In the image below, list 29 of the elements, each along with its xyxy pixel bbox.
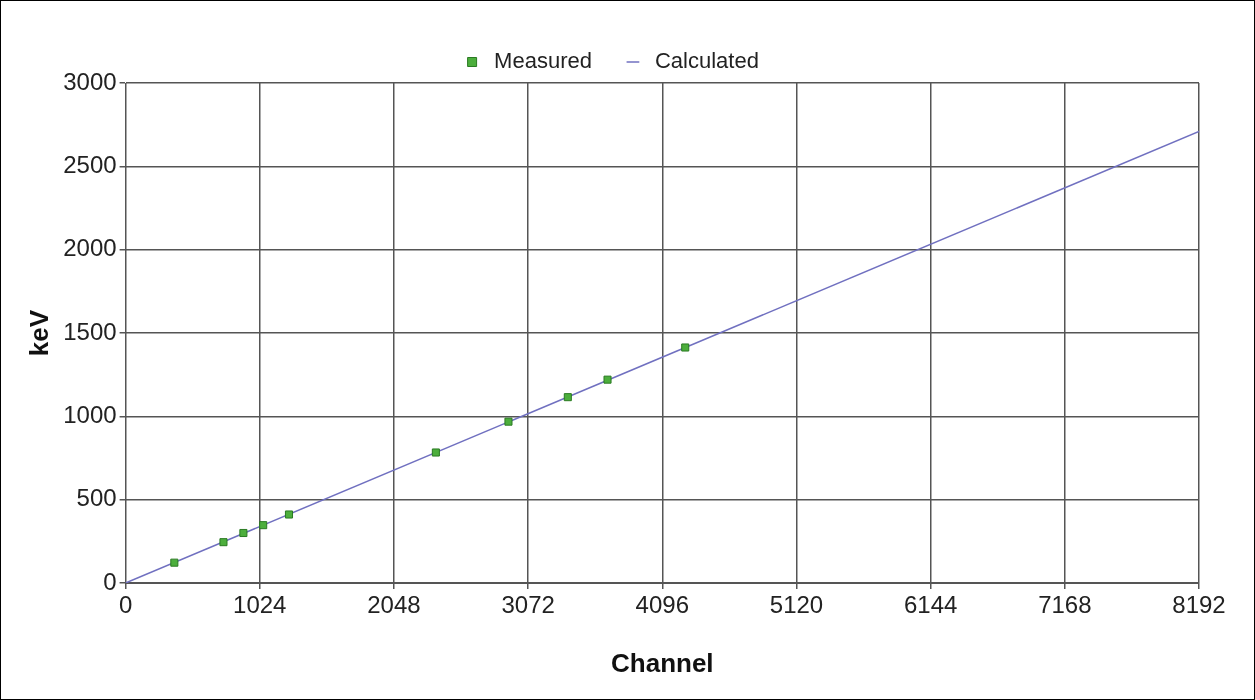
x-tick-label: 1024 — [233, 591, 287, 619]
x-tick-label: 5120 — [769, 591, 824, 619]
x-tick-label: 8192 — [1172, 591, 1226, 619]
x-tick-label: 4096 — [635, 591, 689, 619]
x-axis-title: Channel — [611, 647, 714, 678]
point — [259, 521, 268, 530]
y-axis-title: keV — [23, 309, 54, 357]
point — [431, 448, 440, 457]
y-tick-label: 500 — [76, 484, 117, 512]
x-tick-label: 3072 — [501, 591, 555, 619]
x-tick-label: 2048 — [367, 591, 421, 619]
x-tick-label: 7168 — [1038, 591, 1092, 619]
point — [284, 510, 294, 519]
point — [504, 417, 513, 426]
point — [681, 343, 690, 352]
legend-label: Calculated — [654, 48, 759, 74]
y-tick-label: 3000 — [63, 67, 117, 95]
point — [603, 375, 612, 384]
y-tick-label: 1000 — [63, 400, 117, 428]
y-tick-label: 2000 — [63, 234, 117, 262]
point — [170, 558, 179, 567]
y-tick-label: 2500 — [63, 150, 117, 178]
point — [563, 393, 572, 402]
x-tick-label: 6144 — [903, 591, 958, 619]
point — [219, 538, 228, 547]
y-tick-label: 0 — [103, 567, 117, 595]
y-tick-label: 1500 — [63, 317, 117, 345]
point — [239, 528, 248, 538]
legend-label: Measured — [494, 48, 592, 74]
